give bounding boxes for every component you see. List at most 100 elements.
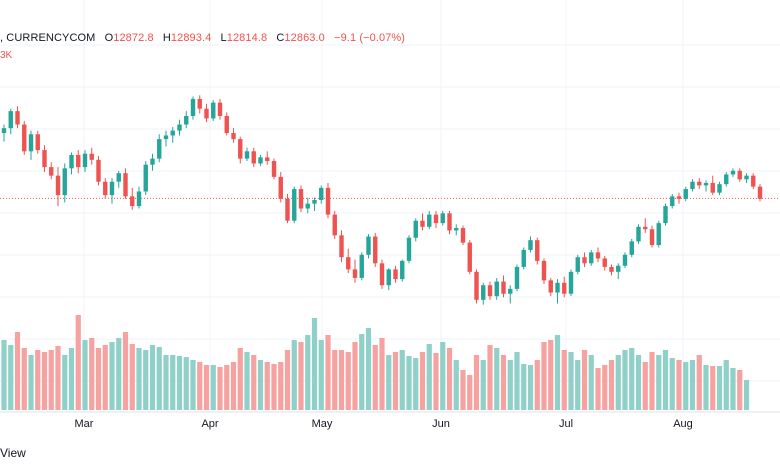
volume-bar — [8, 345, 14, 410]
candle-body — [184, 116, 189, 125]
candle-body — [433, 214, 439, 224]
volume-bar — [365, 328, 372, 410]
volume-bar — [82, 340, 88, 410]
candle-body — [157, 139, 162, 159]
volume-bar — [649, 352, 655, 410]
x-tick-label: Mar — [75, 418, 94, 430]
volume-bar — [716, 366, 723, 410]
volume-bar — [41, 352, 48, 410]
volume-bar — [338, 350, 345, 410]
x-tick-label: May — [312, 418, 333, 430]
volume-bar — [710, 366, 716, 410]
volume-bar — [703, 365, 709, 410]
x-tick-label: Jun — [432, 418, 450, 430]
volume-bar — [426, 344, 432, 410]
candle-body — [643, 226, 648, 230]
candle-body — [1, 128, 7, 134]
volume-bar — [399, 350, 405, 410]
candle-body — [528, 240, 533, 250]
candle-body — [69, 154, 74, 169]
candle-body — [501, 281, 506, 294]
candle-body — [427, 214, 432, 227]
candle-body — [568, 271, 574, 294]
volume-bar — [730, 368, 736, 410]
volume-bar — [372, 345, 378, 410]
volume-bar — [149, 345, 156, 410]
volume-bar — [696, 355, 702, 410]
volume-bar — [413, 358, 419, 410]
volume-bar — [622, 350, 628, 410]
volume-bar — [14, 332, 21, 410]
candle-body — [298, 189, 304, 209]
candle-body — [170, 130, 175, 136]
volume-bar — [595, 368, 601, 410]
volume-bar — [507, 360, 513, 410]
candle-body — [339, 235, 344, 258]
candle-body — [8, 111, 13, 129]
open-value: 12872.8 — [113, 32, 154, 44]
candle-body — [251, 151, 256, 164]
ohlc-legend: , CURRENCYCOM O12872.8 H12893.4 L12814.8… — [0, 32, 405, 44]
change-value: −9.1 (−0.07%) — [334, 32, 406, 44]
volume-bar — [48, 350, 54, 410]
candle-body — [89, 153, 94, 160]
volume-bar — [548, 340, 554, 410]
candle-body — [757, 186, 763, 199]
volume-bar — [460, 370, 466, 410]
candle-body — [751, 175, 756, 187]
candle-body — [602, 258, 607, 267]
volume-bar — [197, 362, 203, 410]
volume-bar — [500, 355, 507, 410]
candle-body — [710, 182, 715, 193]
volume-bar — [534, 360, 540, 410]
footer-view-link[interactable]: View — [0, 446, 26, 460]
volume-bar — [669, 358, 675, 410]
candle-body — [123, 173, 128, 197]
candle-body — [285, 198, 290, 221]
volume-bar — [406, 356, 412, 410]
candle-body — [49, 167, 54, 176]
candle-body — [474, 271, 479, 300]
candle-body — [494, 281, 499, 297]
volume-bar — [122, 332, 129, 410]
volume-bar — [554, 335, 561, 410]
volume-bar — [440, 342, 446, 410]
volume-bar — [224, 365, 230, 410]
candle-body — [460, 228, 466, 243]
symbol-label: , CURRENCYCOM — [0, 32, 96, 44]
open-label: O — [104, 32, 114, 44]
candle-body — [663, 206, 668, 224]
volume-bar — [615, 355, 621, 410]
candle-body — [703, 182, 709, 186]
volume-bar — [129, 344, 135, 410]
candle-body — [35, 134, 40, 151]
candle-body — [656, 223, 661, 246]
volume-bar — [541, 342, 547, 410]
volume-bar — [163, 355, 169, 410]
candle-body — [319, 187, 324, 200]
candle-body — [622, 254, 628, 266]
candle-body — [211, 102, 216, 119]
volume-bar — [359, 334, 365, 410]
candle-body — [447, 213, 452, 231]
volume-bar — [136, 348, 142, 410]
volume-bar — [230, 362, 237, 410]
volume-bar — [379, 338, 385, 410]
volume-bar — [210, 365, 216, 410]
volume-bar — [635, 355, 642, 410]
volume-bar — [419, 352, 426, 410]
close-label: C — [276, 32, 285, 44]
candle-body — [231, 133, 236, 140]
candle-body — [346, 257, 351, 270]
candle-body — [305, 203, 310, 209]
volume-bar — [433, 353, 439, 410]
candle-body — [562, 282, 567, 294]
candle-body — [325, 187, 331, 215]
volume-bar — [629, 348, 635, 410]
candle-body — [548, 280, 553, 293]
candle-body — [22, 124, 27, 152]
candle-body — [595, 252, 601, 259]
candle-body — [508, 288, 513, 294]
